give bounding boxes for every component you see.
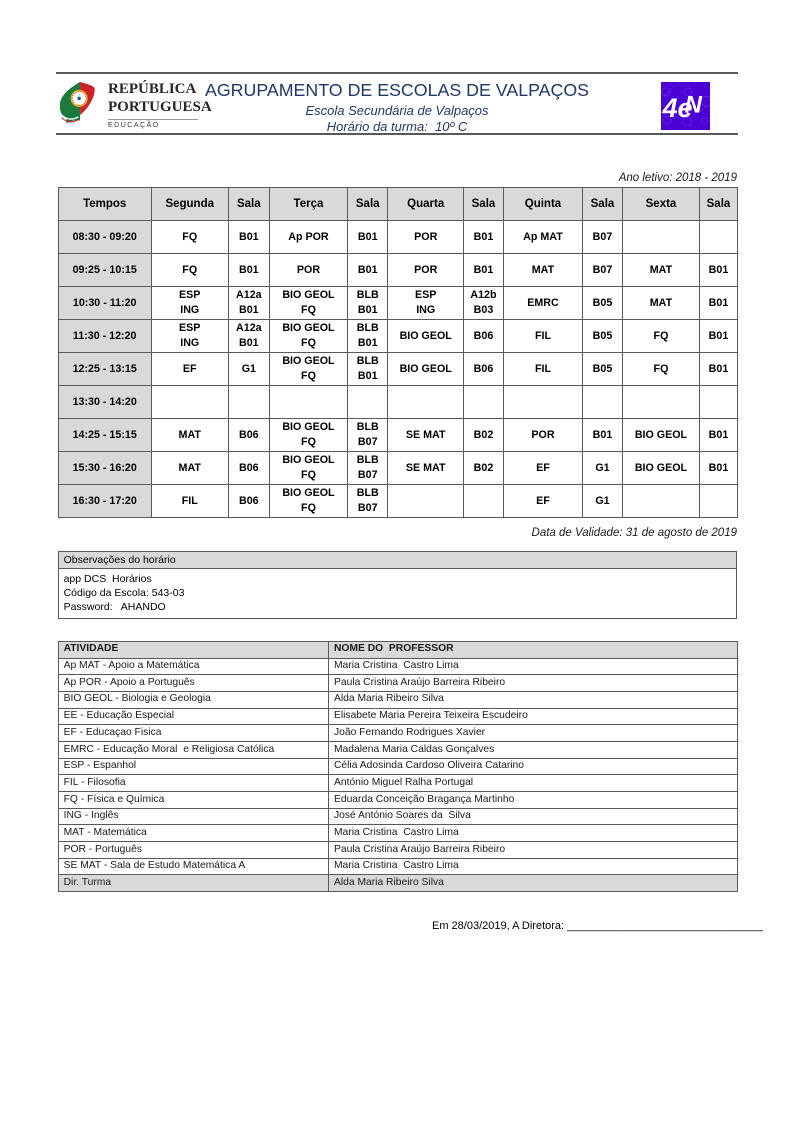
svg-text:N: N	[685, 92, 703, 118]
